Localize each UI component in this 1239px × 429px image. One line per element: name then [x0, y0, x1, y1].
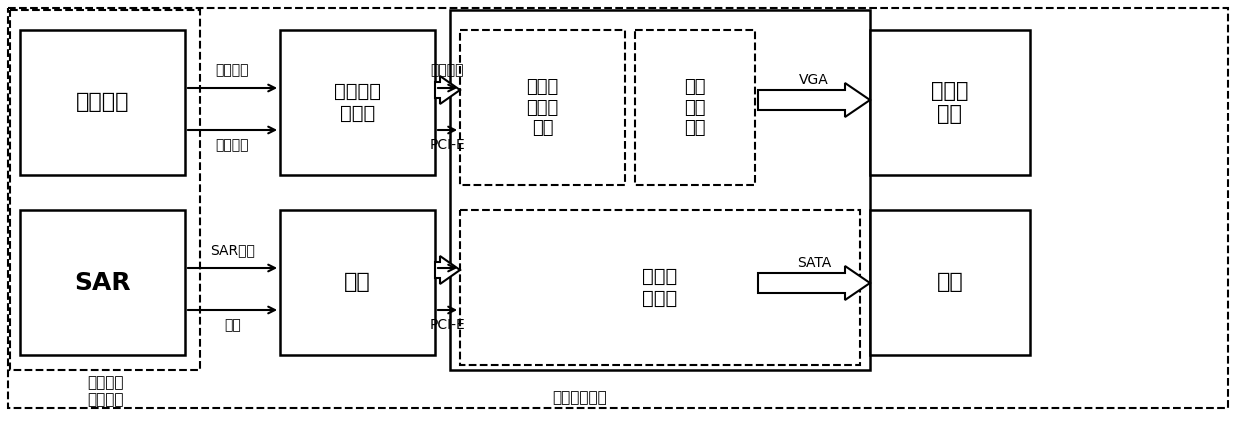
Polygon shape	[435, 256, 460, 284]
Polygon shape	[435, 76, 460, 104]
Text: 模拟图像
采集卡: 模拟图像 采集卡	[335, 82, 382, 123]
Bar	[460, 210, 860, 365]
Text: SAR图像: SAR图像	[211, 243, 255, 257]
Text: 采集卡
驱动软
件包: 采集卡 驱动软 件包	[527, 78, 559, 137]
Text: 网线: 网线	[224, 318, 240, 332]
Text: 同轴电缆: 同轴电缆	[216, 138, 249, 152]
Bar	[460, 30, 624, 185]
Text: 综合显
控软件: 综合显 控软件	[642, 267, 678, 308]
Text: 液晶显
示屏: 液晶显 示屏	[932, 81, 969, 124]
Text: 光电系统: 光电系统	[76, 93, 129, 112]
Text: SATA: SATA	[797, 256, 831, 270]
Text: 硬盘: 硬盘	[937, 272, 964, 293]
Text: 综合显控装置: 综合显控装置	[553, 390, 607, 405]
Text: 多模复合
侦查系统: 多模复合 侦查系统	[87, 375, 123, 408]
Bar	[636, 30, 755, 185]
Bar	[20, 30, 185, 175]
Bar	[870, 210, 1030, 355]
Bar	[10, 10, 199, 370]
Text: 数字图像: 数字图像	[431, 63, 465, 77]
Text: 液晶
显示
驱动: 液晶 显示 驱动	[684, 78, 706, 137]
Text: VGA: VGA	[799, 73, 829, 87]
Polygon shape	[758, 266, 870, 300]
Text: PCI-E: PCI-E	[430, 318, 466, 332]
Text: PCI-E: PCI-E	[430, 138, 466, 152]
Bar	[20, 210, 185, 355]
Bar	[870, 30, 1030, 175]
Polygon shape	[758, 83, 870, 117]
Text: 网卡: 网卡	[344, 272, 370, 293]
Text: 模拟图像: 模拟图像	[216, 63, 249, 77]
Text: SAR: SAR	[74, 271, 131, 294]
Bar	[280, 210, 435, 355]
Bar	[280, 30, 435, 175]
Bar	[450, 10, 870, 370]
